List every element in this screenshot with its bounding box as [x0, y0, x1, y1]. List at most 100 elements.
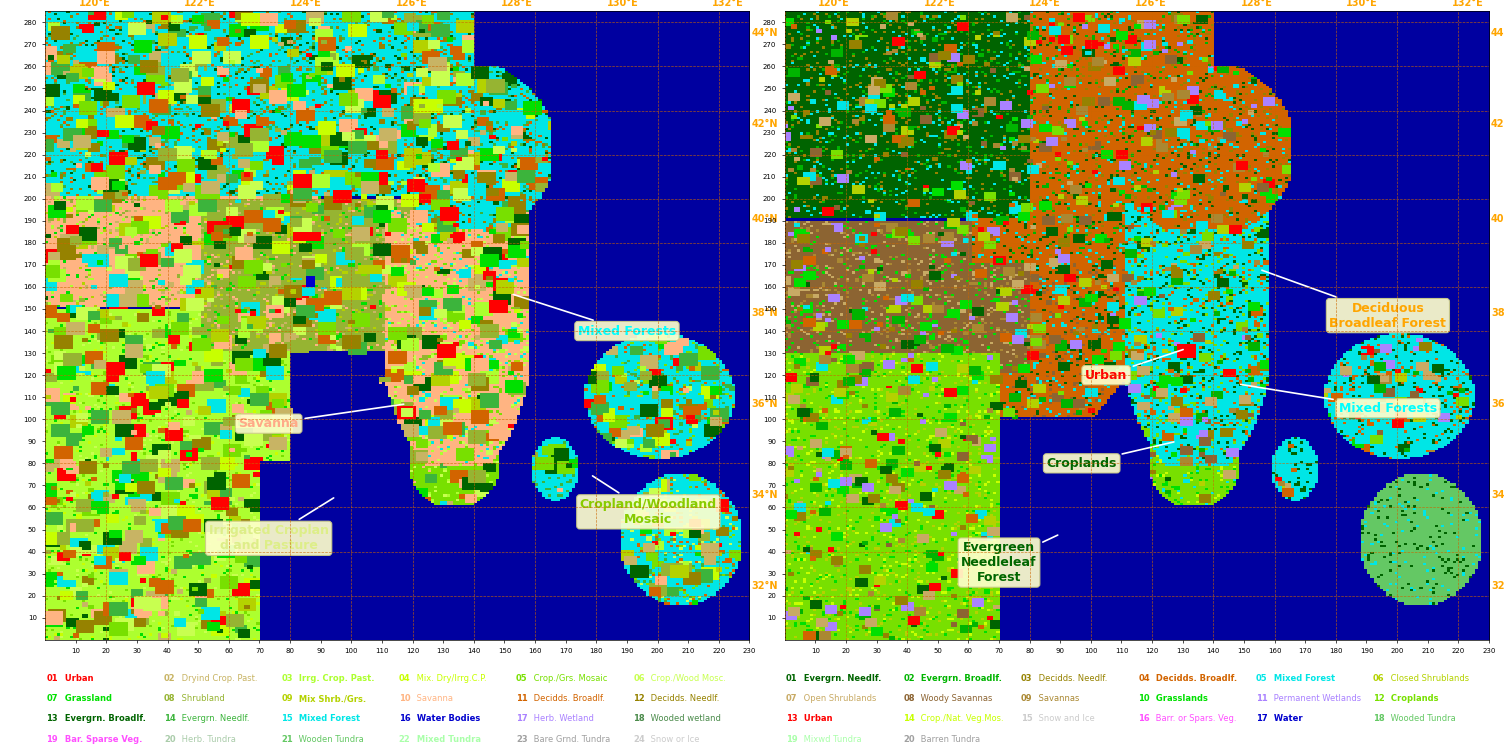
Text: Herb. Tundra: Herb. Tundra [179, 735, 236, 744]
Text: 36°N: 36°N [1490, 399, 1504, 409]
Text: 07: 07 [47, 694, 59, 703]
Text: 20: 20 [164, 735, 176, 744]
Text: 05: 05 [516, 674, 528, 683]
Text: Irrigated Croplan
d and Pasture: Irrigated Croplan d and Pasture [209, 498, 334, 552]
Text: Crop./Nat. Veg.Mos.: Crop./Nat. Veg.Mos. [919, 715, 1005, 724]
Text: Evergrn. Needlf.: Evergrn. Needlf. [179, 715, 250, 724]
Text: 12: 12 [1373, 694, 1385, 703]
Text: 03: 03 [1021, 674, 1032, 683]
Text: Wooded Tundra: Wooded Tundra [1388, 715, 1456, 724]
Text: Croplands: Croplands [1388, 694, 1438, 703]
Text: Snow or Ice: Snow or Ice [648, 735, 699, 744]
Text: 13: 13 [787, 715, 797, 724]
Text: 44°N: 44°N [752, 29, 778, 38]
Text: Dryind Crop. Past.: Dryind Crop. Past. [179, 674, 257, 683]
Text: Evergrn. Broadlf.: Evergrn. Broadlf. [62, 715, 146, 724]
Text: Water Bodies: Water Bodies [414, 715, 480, 724]
Text: 40°N: 40°N [1490, 214, 1504, 224]
Text: 07: 07 [787, 694, 797, 703]
Text: Mixed Forests: Mixed Forests [513, 294, 675, 337]
Text: 09: 09 [281, 694, 293, 703]
Text: Urban: Urban [802, 715, 833, 724]
Text: Savannas: Savannas [1036, 694, 1080, 703]
Text: 38°N: 38°N [1490, 308, 1504, 318]
Text: Mix. Dry/Irrg.C.P.: Mix. Dry/Irrg.C.P. [414, 674, 486, 683]
Text: 122°E: 122°E [923, 0, 955, 8]
Text: 18: 18 [633, 715, 645, 724]
Text: 10: 10 [1139, 694, 1151, 703]
Text: Grassland: Grassland [62, 694, 111, 703]
Text: Bare Grnd. Tundra: Bare Grnd. Tundra [531, 735, 611, 744]
Text: 126°E: 126°E [1136, 0, 1167, 8]
Text: Deciduous
Broadleaf Forest: Deciduous Broadleaf Forest [1262, 270, 1447, 330]
Text: 42°N: 42°N [752, 120, 778, 130]
Text: 03: 03 [281, 674, 293, 683]
Text: 126°E: 126°E [396, 0, 427, 8]
Text: 02: 02 [904, 674, 914, 683]
Text: 08: 08 [904, 694, 914, 703]
Text: 17: 17 [516, 715, 528, 724]
Text: 14: 14 [164, 715, 176, 724]
Text: 38°N: 38°N [752, 308, 778, 318]
Text: Evergreen
Needleleaf
Forest: Evergreen Needleleaf Forest [961, 535, 1057, 584]
Text: 09: 09 [1021, 694, 1032, 703]
Text: 128°E: 128°E [501, 0, 532, 8]
Text: Decidds. Broadlf.: Decidds. Broadlf. [1154, 674, 1238, 683]
Text: Decidds. Broadlf.: Decidds. Broadlf. [531, 694, 605, 703]
Text: 120°E: 120°E [818, 0, 850, 8]
Text: 34°N: 34°N [752, 490, 778, 500]
Text: 01: 01 [47, 674, 59, 683]
Text: 16: 16 [399, 715, 411, 724]
Text: 18: 18 [1373, 715, 1385, 724]
Text: 120°E: 120°E [78, 0, 110, 8]
Text: 14: 14 [904, 715, 916, 724]
Text: 32°N: 32°N [752, 581, 778, 591]
Text: 04: 04 [1139, 674, 1151, 683]
Text: Herb. Wetland: Herb. Wetland [531, 715, 594, 724]
Text: 05: 05 [1256, 674, 1268, 683]
Text: 02: 02 [164, 674, 176, 683]
Text: Mixed Tundra: Mixed Tundra [414, 735, 481, 744]
Text: Barren Tundra: Barren Tundra [919, 735, 981, 744]
Text: 15: 15 [1021, 715, 1033, 724]
Text: Grasslands: Grasslands [1154, 694, 1208, 703]
Text: Permanent Wetlands: Permanent Wetlands [1271, 694, 1361, 703]
Text: 15: 15 [281, 715, 293, 724]
Text: Irrg. Crop. Past.: Irrg. Crop. Past. [296, 674, 374, 683]
Text: 01: 01 [787, 674, 797, 683]
Text: Urban: Urban [62, 674, 93, 683]
Text: 22: 22 [399, 735, 411, 744]
Text: Urban: Urban [1084, 349, 1184, 382]
Text: Crop./Grs. Mosaic: Crop./Grs. Mosaic [531, 674, 608, 683]
Text: 11: 11 [516, 694, 528, 703]
Text: 42°N: 42°N [1490, 120, 1504, 130]
Text: Savanna: Savanna [414, 694, 453, 703]
Text: Shrubland: Shrubland [179, 694, 224, 703]
Text: 130°E: 130°E [1346, 0, 1378, 8]
Text: 04: 04 [399, 674, 411, 683]
Text: 122°E: 122°E [183, 0, 217, 8]
Text: 20: 20 [904, 735, 914, 744]
Text: 132°E: 132°E [713, 0, 744, 8]
Text: 34°N: 34°N [1490, 490, 1504, 500]
Text: Mix Shrb./Grs.: Mix Shrb./Grs. [296, 694, 367, 703]
Text: Open Shrublands: Open Shrublands [802, 694, 877, 703]
Text: 11: 11 [1256, 694, 1268, 703]
Text: 10: 10 [399, 694, 411, 703]
Text: Decidds. Needlf.: Decidds. Needlf. [1036, 674, 1107, 683]
Text: 32°N: 32°N [1490, 581, 1504, 591]
Text: Barr. or Spars. Veg.: Barr. or Spars. Veg. [1154, 715, 1236, 724]
Text: 128°E: 128°E [1241, 0, 1272, 8]
Text: 124°E: 124°E [290, 0, 322, 8]
Text: Evergrn. Broadlf.: Evergrn. Broadlf. [919, 674, 1002, 683]
Text: Croplands: Croplands [1047, 442, 1175, 470]
Text: 16: 16 [1139, 715, 1151, 724]
Text: 12: 12 [633, 694, 645, 703]
Text: 44°N: 44°N [1490, 29, 1504, 38]
Text: 21: 21 [281, 735, 293, 744]
Text: Evergrn. Needlf.: Evergrn. Needlf. [802, 674, 881, 683]
Text: 132°E: 132°E [1451, 0, 1484, 8]
Text: Water: Water [1271, 715, 1302, 724]
Text: Bar. Sparse Veg.: Bar. Sparse Veg. [62, 735, 141, 744]
Text: 06: 06 [633, 674, 645, 683]
